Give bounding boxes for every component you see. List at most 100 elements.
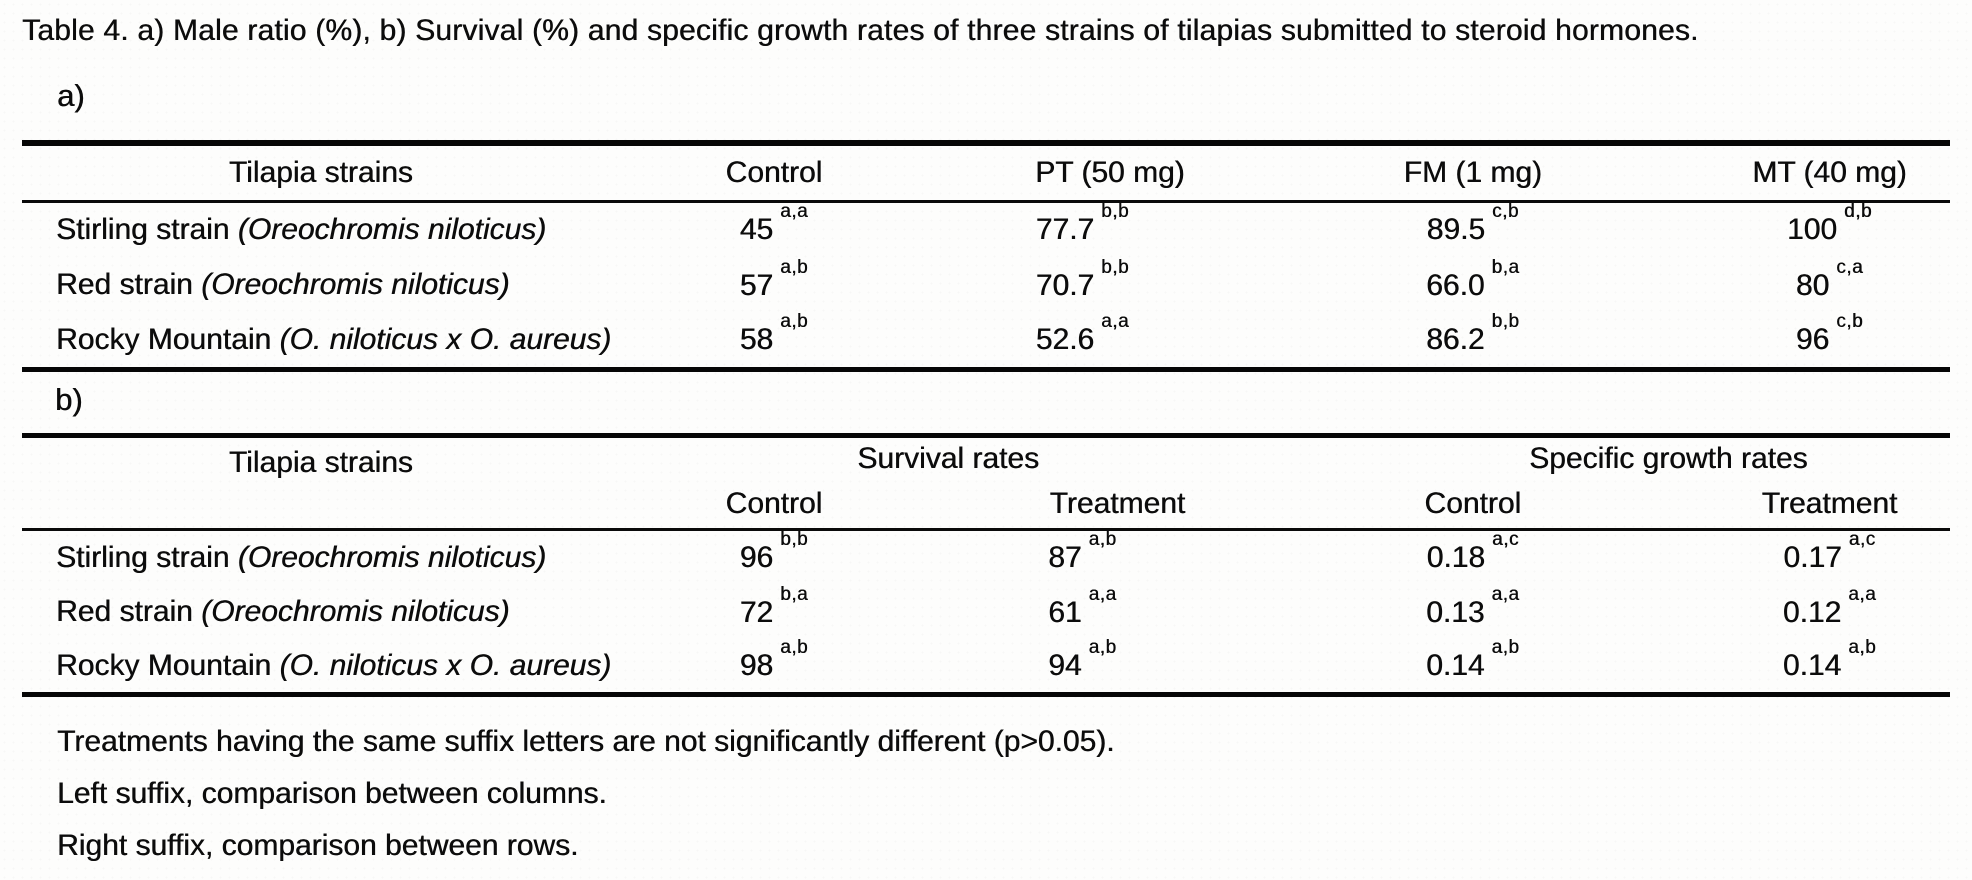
value-cell: 89.5 c,b — [1237, 201, 1709, 257]
significance-superscript: a,b — [1848, 637, 1877, 659]
value-cell: 86.2 b,b — [1237, 311, 1709, 369]
significance-superscript: a,b — [780, 256, 809, 278]
column-header-survival-control: Control — [619, 479, 929, 531]
value-cell: 57 a,b — [620, 257, 928, 313]
table-row: Stirling strain (Oreochromis niloticus) … — [22, 529, 1950, 585]
value-cell: 80 c,a — [1709, 257, 1950, 313]
strain-name: Red strain — [56, 595, 193, 628]
value-cell: 45 a,a — [620, 201, 928, 257]
value: 61 — [1048, 595, 1082, 629]
significance-superscript: a,a — [780, 201, 809, 223]
value-cell: 72 b,a — [620, 583, 928, 640]
group-header-survival-rates: Survival rates — [857, 441, 1039, 475]
section-a-label: a) — [57, 78, 85, 113]
value: 98 — [739, 649, 774, 683]
column-header-pt: PT (50 mg) — [928, 143, 1237, 203]
column-header-survival-treatment: Treatment — [928, 479, 1237, 531]
significance-superscript: b,b — [1101, 256, 1130, 278]
significance-superscript: a,b — [1491, 637, 1520, 659]
column-header-growth-control: Control — [1236, 479, 1709, 531]
strain-cell: Red strain (Oreochromis niloticus) — [22, 257, 620, 313]
value-cell: 0.14 a,b — [1709, 637, 1950, 695]
value-cell: 96 c,b — [1709, 311, 1950, 369]
significance-superscript: b,b — [1101, 201, 1130, 223]
value: 100 — [1786, 213, 1838, 247]
value-cell: 66.0 b,a — [1237, 257, 1709, 313]
significance-superscript: a,a — [1088, 583, 1117, 605]
significance-superscript: a,b — [1088, 637, 1117, 659]
value: 80 — [1795, 268, 1830, 302]
table-b-survival-growth: Tilapia strains Survival rates Specific … — [22, 433, 1950, 697]
significance-superscript: b,a — [780, 583, 809, 605]
value: 0.14 — [1782, 649, 1842, 683]
table-row: Rocky Mountain (O. niloticus x O. aureus… — [22, 311, 1950, 369]
strain-latin-name: (Oreochromis niloticus) — [237, 540, 547, 574]
strain-cell: Red strain (Oreochromis niloticus) — [22, 585, 620, 640]
footnote-left-suffix: Left suffix, comparison between columns. — [57, 777, 607, 810]
value-cell: 58 a,b — [620, 311, 928, 369]
value-cell: 70.7 b,b — [928, 257, 1236, 313]
significance-superscript: c,b — [1836, 311, 1864, 333]
table-b-sub-header-row: Control Treatment Control Treatment — [22, 479, 1950, 531]
footnotes: Treatments having the same suffix letter… — [57, 716, 1115, 872]
value: 96 — [1795, 323, 1830, 357]
table-row: Stirling strain (Oreochromis niloticus) … — [22, 201, 1950, 257]
column-header-mt: MT (40 mg) — [1708, 143, 1950, 203]
value-cell: 0.13 a,a — [1237, 583, 1709, 640]
significance-superscript: a,b — [780, 311, 809, 333]
value-cell: 52.6 a,a — [928, 311, 1236, 369]
table-a-header-row: Tilapia strains Control PT (50 mg) FM (1… — [22, 143, 1950, 203]
table-row: Rocky Mountain (O. niloticus x O. aureus… — [22, 637, 1950, 695]
significance-superscript: a,a — [1491, 583, 1520, 605]
value: 94 — [1048, 649, 1082, 683]
strain-name: Rocky Mountain — [56, 648, 272, 682]
value: 70.7 — [1035, 268, 1095, 302]
value-cell: 94 a,b — [928, 637, 1236, 695]
value-cell: 96 b,b — [620, 529, 928, 585]
column-header-control: Control — [619, 143, 929, 203]
value: 66.0 — [1426, 268, 1485, 302]
value: 86.2 — [1426, 323, 1485, 357]
strain-name: Stirling strain — [56, 212, 230, 246]
significance-superscript: d,b — [1844, 201, 1872, 223]
strain-name: Red strain — [56, 268, 193, 301]
value: 58 — [739, 323, 774, 357]
value-cell: 0.14 a,b — [1237, 637, 1709, 695]
significance-superscript: a,b — [780, 637, 809, 659]
strain-name: Stirling strain — [56, 540, 230, 574]
strain-cell: Stirling strain (Oreochromis niloticus) — [22, 530, 620, 585]
value: 96 — [739, 541, 774, 575]
value: 72 — [739, 595, 774, 629]
column-header-fm: FM (1 mg) — [1236, 143, 1709, 203]
strain-cell: Stirling strain (Oreochromis niloticus) — [22, 201, 620, 257]
value-cell: 77.7 b,b — [928, 201, 1236, 257]
significance-superscript: a,b — [1088, 529, 1117, 551]
strain-latin-name: (Oreochromis niloticus) — [237, 212, 547, 246]
value-cell: 0.18 a,c — [1237, 529, 1709, 585]
value-cell: 61 a,a — [928, 583, 1236, 640]
strain-cell: Rocky Mountain (O. niloticus x O. aureus… — [22, 640, 620, 695]
value: 0.12 — [1782, 595, 1842, 629]
strain-latin-name: (Oreochromis niloticus) — [201, 268, 510, 301]
significance-superscript: c,a — [1836, 256, 1864, 278]
group-header-specific-growth-rates: Specific growth rates — [1529, 441, 1808, 475]
table-a-male-ratio: Tilapia strains Control PT (50 mg) FM (1… — [22, 140, 1950, 372]
table-caption: Table 4. a) Male ratio (%), b) Survival … — [22, 14, 1699, 47]
value: 77.7 — [1035, 213, 1095, 247]
value-cell: 0.12 a,a — [1709, 583, 1950, 640]
value-cell: 87 a,b — [928, 529, 1236, 585]
significance-superscript: b,a — [1491, 256, 1520, 278]
strain-latin-name: (Oreochromis niloticus) — [201, 595, 510, 628]
significance-superscript: a,c — [1492, 529, 1519, 551]
strain-cell: Rocky Mountain (O. niloticus x O. aureus… — [22, 313, 620, 369]
significance-superscript: a,a — [1848, 583, 1877, 605]
value: 0.14 — [1426, 649, 1485, 683]
footnote-right-suffix: Right suffix, comparison between rows. — [57, 829, 579, 862]
strain-name: Rocky Mountain — [56, 322, 272, 356]
value: 87 — [1048, 541, 1082, 575]
value-cell: 100 d,b — [1709, 201, 1950, 257]
strain-latin-name: (O. niloticus x O. aureus) — [279, 322, 612, 356]
value: 89.5 — [1426, 213, 1486, 247]
column-header-tilapia-strains: Tilapia strains — [22, 435, 620, 531]
